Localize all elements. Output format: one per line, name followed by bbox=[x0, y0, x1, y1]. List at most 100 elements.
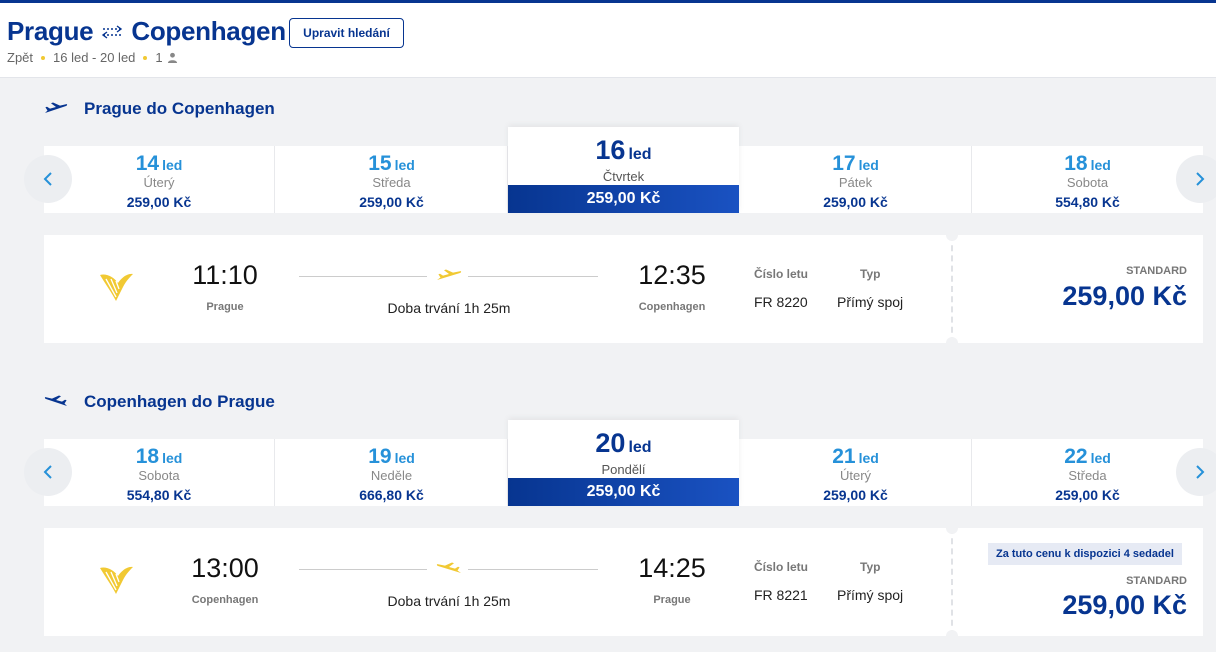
flight-number: FR 8220 bbox=[754, 294, 808, 310]
trip-dates: 16 led - 20 led bbox=[53, 50, 136, 65]
flight-price[interactable]: 259,00 Kč bbox=[1062, 590, 1187, 620]
flight-price[interactable]: 259,00 Kč bbox=[1062, 281, 1187, 311]
inbound-date-selector: 18 led Sobota 554,80 Kč 19 led Neděle 666,… bbox=[24, 420, 1216, 506]
route-line bbox=[468, 569, 598, 570]
passenger-count: 1 bbox=[155, 50, 163, 65]
flight-duration: Doba trvání 1h 25m bbox=[387, 300, 511, 316]
route-line bbox=[468, 276, 598, 277]
outbound-title-text: Prague do Copenhagen bbox=[84, 99, 275, 118]
destination-city: Copenhagen bbox=[131, 16, 286, 46]
chevron-left-icon bbox=[43, 172, 52, 186]
date-price: 554,80 Kč bbox=[1055, 194, 1120, 210]
outbound-date-selector: 14 led Úterý 259,00 Kč 15 led Středa 259,0… bbox=[24, 127, 1216, 213]
flight-number-label: Číslo letu bbox=[754, 560, 809, 574]
trip-summary: Zpět 16 led - 20 led 1 bbox=[7, 50, 178, 65]
chevron-left-icon bbox=[43, 465, 52, 479]
edit-search-button[interactable]: Upravit hledání bbox=[289, 18, 404, 48]
flight-number-label: Číslo letu bbox=[754, 267, 809, 281]
ticket-divider bbox=[951, 235, 953, 343]
route-title: Prague Copenhagen bbox=[7, 16, 286, 47]
date-day: 20 led bbox=[595, 428, 652, 458]
ticket-divider bbox=[951, 528, 953, 636]
chevron-right-icon bbox=[1196, 465, 1205, 479]
ticket-notch bbox=[946, 630, 958, 642]
flight-number: FR 8221 bbox=[754, 587, 808, 603]
date-day: 19 led bbox=[368, 445, 415, 468]
outbound-date-option[interactable]: 18 led Sobota 554,80 Kč bbox=[972, 146, 1203, 213]
inbound-date-option[interactable]: 22 led Středa 259,00 Kč bbox=[972, 439, 1203, 506]
arrival-time: 12:35 bbox=[638, 260, 706, 290]
route-line bbox=[299, 276, 427, 277]
departure-city: Copenhagen bbox=[191, 594, 259, 606]
outbound-date-option-selected[interactable]: 16 led Čtvrtek 259,00 Kč bbox=[508, 127, 739, 213]
date-day: 18 led bbox=[135, 445, 183, 468]
outbound-date-option[interactable]: 14 led Úterý 259,00 Kč bbox=[44, 146, 275, 213]
fare-class: STANDARD bbox=[1126, 575, 1187, 587]
inbound-date-option-selected[interactable]: 20 led Pondělí 259,00 Kč bbox=[508, 420, 739, 506]
flight-duration: Doba trvání 1h 25m bbox=[387, 593, 511, 609]
inbound-section-title: Copenhagen do Prague bbox=[44, 392, 275, 412]
date-weekday: Sobota bbox=[1066, 175, 1109, 190]
plane-departure-icon bbox=[45, 102, 68, 113]
inbound-next-dates-button[interactable] bbox=[1176, 448, 1216, 496]
inbound-flight-card[interactable]: 13:00 Copenhagen Doba trvání 1h 25m 14:2… bbox=[44, 522, 1203, 642]
person-icon bbox=[167, 52, 177, 63]
fare-class: STANDARD bbox=[1126, 265, 1187, 277]
separator-dot bbox=[143, 55, 148, 60]
separator-dot bbox=[41, 55, 46, 60]
date-price: 259,00 Kč bbox=[1055, 487, 1120, 503]
ryanair-harp-logo-icon bbox=[100, 566, 133, 594]
inbound-date-option[interactable]: 19 led Neděle 666,80 Kč bbox=[276, 439, 508, 506]
flight-type: Přímý spoj bbox=[837, 587, 904, 603]
inbound-title-text: Copenhagen do Prague bbox=[84, 392, 275, 411]
inbound-date-option[interactable]: 18 led Sobota 554,80 Kč bbox=[44, 439, 275, 506]
date-day: 15 led bbox=[368, 152, 415, 175]
arrival-time: 14:25 bbox=[638, 553, 706, 583]
date-weekday: Úterý bbox=[839, 468, 872, 483]
ryanair-harp-logo-icon bbox=[100, 273, 133, 301]
date-price: 666,80 Kč bbox=[359, 487, 424, 503]
outbound-next-dates-button[interactable] bbox=[1176, 155, 1216, 203]
flight-type-label: Typ bbox=[860, 267, 881, 281]
ticket-notch bbox=[946, 337, 958, 349]
outbound-date-option[interactable]: 15 led Středa 259,00 Kč bbox=[276, 146, 508, 213]
date-weekday: Čtvrtek bbox=[602, 169, 645, 184]
date-weekday: Neděle bbox=[370, 468, 413, 483]
plane-icon bbox=[436, 562, 461, 573]
flight-type: Přímý spoj bbox=[837, 294, 904, 310]
plane-icon bbox=[437, 269, 462, 280]
date-weekday: Úterý bbox=[143, 175, 175, 190]
outbound-prev-dates-button[interactable] bbox=[24, 155, 72, 203]
date-day: 18 led bbox=[1064, 152, 1111, 175]
outbound-date-option[interactable]: 17 led Pátek 259,00 Kč bbox=[740, 146, 972, 213]
date-weekday: Pondělí bbox=[601, 462, 646, 477]
outbound-section-title: Prague do Copenhagen bbox=[44, 99, 275, 119]
departure-time: 13:00 bbox=[191, 553, 259, 583]
search-summary-header: Prague Copenhagen Upravit hledání Zpět 1… bbox=[0, 0, 1216, 78]
date-price: 259,00 Kč bbox=[508, 185, 739, 213]
date-price: 554,80 Kč bbox=[126, 487, 192, 503]
date-price: 259,00 Kč bbox=[359, 194, 424, 210]
date-price: 259,00 Kč bbox=[508, 478, 739, 506]
origin-city: Prague bbox=[7, 16, 94, 46]
date-day: 22 led bbox=[1064, 445, 1111, 468]
round-trip-icon bbox=[102, 24, 123, 39]
arrival-city: Copenhagen bbox=[638, 301, 706, 313]
date-day: 14 led bbox=[135, 152, 183, 175]
chevron-right-icon bbox=[1196, 172, 1205, 186]
date-weekday: Středa bbox=[372, 175, 411, 190]
plane-return-icon bbox=[44, 395, 67, 406]
date-day: 21 led bbox=[832, 445, 879, 468]
flight-type-label: Typ bbox=[860, 560, 881, 574]
route-line bbox=[299, 569, 427, 570]
date-price: 259,00 Kč bbox=[823, 194, 888, 210]
ticket-notch bbox=[946, 522, 958, 534]
outbound-flight-card[interactable]: 11:10 Prague Doba trvání 1h 25m 12:35 Co… bbox=[44, 229, 1203, 349]
date-weekday: Pátek bbox=[838, 175, 873, 190]
departure-city: Prague bbox=[206, 301, 244, 313]
inbound-date-option[interactable]: 21 led Úterý 259,00 Kč bbox=[740, 439, 972, 506]
inbound-prev-dates-button[interactable] bbox=[24, 448, 72, 496]
date-weekday: Středa bbox=[1068, 468, 1107, 483]
ticket-notch bbox=[946, 229, 958, 241]
seats-available-badge: Za tuto cenu k dispozici 4 sedadel bbox=[988, 543, 1182, 565]
